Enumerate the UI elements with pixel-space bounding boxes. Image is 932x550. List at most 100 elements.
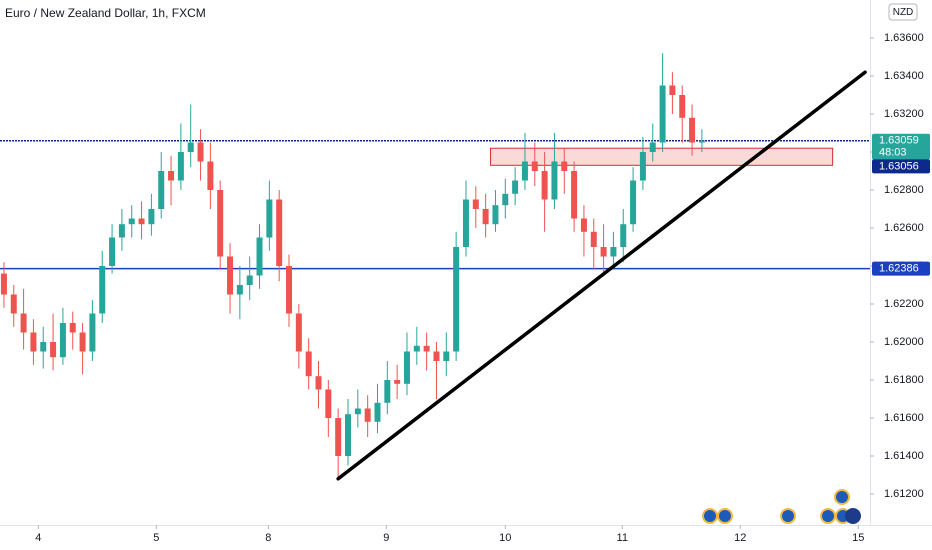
event-icons xyxy=(702,489,861,524)
candle-body xyxy=(374,402,381,422)
candle-body xyxy=(325,389,332,418)
last-price-box xyxy=(872,159,930,174)
candle-body xyxy=(10,294,17,314)
x-tick-label: 12 xyxy=(734,532,746,544)
y-tick-label: 1.62000 xyxy=(884,336,924,348)
candle-body xyxy=(59,323,66,358)
candle-body xyxy=(403,351,410,384)
candle-body xyxy=(158,171,165,209)
candle-body xyxy=(620,224,627,247)
candle-body xyxy=(659,85,666,143)
currency-box[interactable] xyxy=(888,3,918,21)
x-tick-label: 8 xyxy=(265,532,271,544)
y-tick-label: 1.61400 xyxy=(884,450,924,462)
candle-body xyxy=(492,205,499,225)
x-tick-label: 15 xyxy=(852,532,864,544)
y-tick-label: 1.61600 xyxy=(884,412,924,424)
candle-body xyxy=(413,345,420,352)
y-tick-label: 1.63200 xyxy=(884,108,924,120)
candle-body xyxy=(227,256,234,295)
candle-body xyxy=(276,199,283,266)
candle-body xyxy=(236,285,243,295)
candle-body xyxy=(698,140,705,143)
candle-body xyxy=(138,218,145,225)
candle-body xyxy=(472,199,479,209)
x-tick-label: 5 xyxy=(153,532,159,544)
candle-body xyxy=(531,161,538,171)
candle-body xyxy=(79,332,86,352)
candle-body xyxy=(394,380,401,384)
candle-body xyxy=(679,95,686,118)
x-tick-label: 4 xyxy=(35,532,41,544)
candle-body xyxy=(453,247,460,352)
candle-body xyxy=(246,275,253,285)
candle-body xyxy=(512,180,519,194)
candle-body xyxy=(669,85,676,95)
candle-body xyxy=(266,199,273,238)
candle-body xyxy=(40,342,47,352)
candle-body xyxy=(109,237,116,266)
candle-body xyxy=(69,323,76,333)
candle-body xyxy=(0,273,7,295)
candle-body xyxy=(207,161,214,190)
candle-body xyxy=(551,161,558,200)
x-tick-label: 11 xyxy=(617,532,628,544)
y-tick-label: 1.61800 xyxy=(884,374,924,386)
x-tick-label: 10 xyxy=(499,532,511,544)
x-tick-label: 9 xyxy=(383,532,389,544)
candle-body xyxy=(502,193,509,206)
candle-body xyxy=(177,152,184,181)
candle-body xyxy=(462,199,469,247)
candle-body xyxy=(482,209,489,225)
y-tick-label: 1.63400 xyxy=(884,70,924,82)
y-tick-label: 1.61200 xyxy=(884,488,924,500)
price-label-box xyxy=(872,261,930,276)
trendline xyxy=(336,70,867,481)
candle-body xyxy=(50,342,57,358)
price-label: 1.62386 xyxy=(879,263,919,275)
candle-body xyxy=(423,345,430,352)
candle-body xyxy=(571,171,578,219)
last-price-label: 1.63056 xyxy=(879,160,919,172)
candle-body xyxy=(610,247,617,257)
candle-body xyxy=(433,351,440,361)
candle-body xyxy=(128,218,135,225)
price-label-box xyxy=(872,133,930,160)
y-tick-label: 1.63600 xyxy=(884,32,924,44)
candle-body xyxy=(315,376,322,390)
candle-body xyxy=(521,161,528,181)
candle-body xyxy=(286,266,293,314)
candle-body xyxy=(197,142,204,162)
chart-title: Euro / New Zealand Dollar, 1h, FXCM xyxy=(5,6,206,20)
candle-body xyxy=(689,117,696,143)
candle-body xyxy=(89,313,96,352)
candle-body xyxy=(168,171,175,181)
zone xyxy=(490,147,834,166)
y-tick-label: 1.62600 xyxy=(884,222,924,234)
y-tick-label: 1.62200 xyxy=(884,298,924,310)
candle-body xyxy=(364,408,371,422)
candle-body xyxy=(295,313,302,352)
candle-body xyxy=(30,332,37,352)
candle-body xyxy=(148,209,155,225)
candle-body xyxy=(354,408,361,415)
countdown: 48:03 xyxy=(879,147,907,159)
candle-body xyxy=(305,351,312,377)
candle-body xyxy=(384,380,391,403)
currency: NZD xyxy=(893,7,914,18)
candle-body xyxy=(649,142,656,152)
y-tick-label: 1.62800 xyxy=(884,184,924,196)
candle-body xyxy=(20,313,27,333)
candle-body xyxy=(639,152,646,181)
candle-body xyxy=(600,247,607,257)
candle-body xyxy=(561,161,568,171)
candle-body xyxy=(590,231,597,247)
candle-body xyxy=(580,218,587,232)
candle-body xyxy=(217,190,224,257)
candle-body xyxy=(345,414,351,456)
price-label: 1.63059 xyxy=(879,135,919,147)
candle-body xyxy=(335,418,342,456)
candle-body xyxy=(187,142,194,152)
